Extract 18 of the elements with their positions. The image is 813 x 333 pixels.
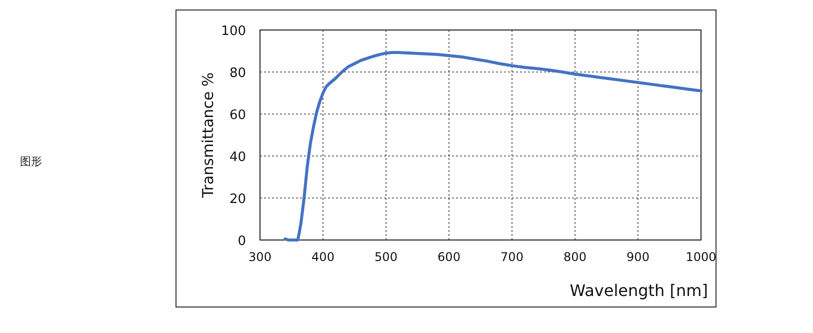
y-tick-label: 60 xyxy=(229,108,246,123)
y-tick-label: 0 xyxy=(238,234,246,249)
x-tick-label: 300 xyxy=(248,250,272,264)
x-tick-label: 800 xyxy=(564,250,586,264)
x-axis-title: Wavelength [nm] xyxy=(570,281,708,300)
x-tick-label: 900 xyxy=(626,250,650,264)
x-tick-label: 500 xyxy=(374,250,398,264)
x-tick-label: 600 xyxy=(438,250,460,264)
x-tick-label: 700 xyxy=(500,250,524,264)
text: 图形 xyxy=(20,155,42,168)
line-series xyxy=(284,50,702,242)
y-tick-label: 20 xyxy=(229,192,246,207)
y-tick-label: 100 xyxy=(221,24,246,39)
y-tick-label: 40 xyxy=(229,150,246,165)
x-tick-label: 400 xyxy=(312,250,334,264)
y-axis-title: Transmittance % xyxy=(199,72,217,199)
y-tick-label: 80 xyxy=(229,66,246,81)
x-tick-label: 1000 xyxy=(686,250,716,264)
